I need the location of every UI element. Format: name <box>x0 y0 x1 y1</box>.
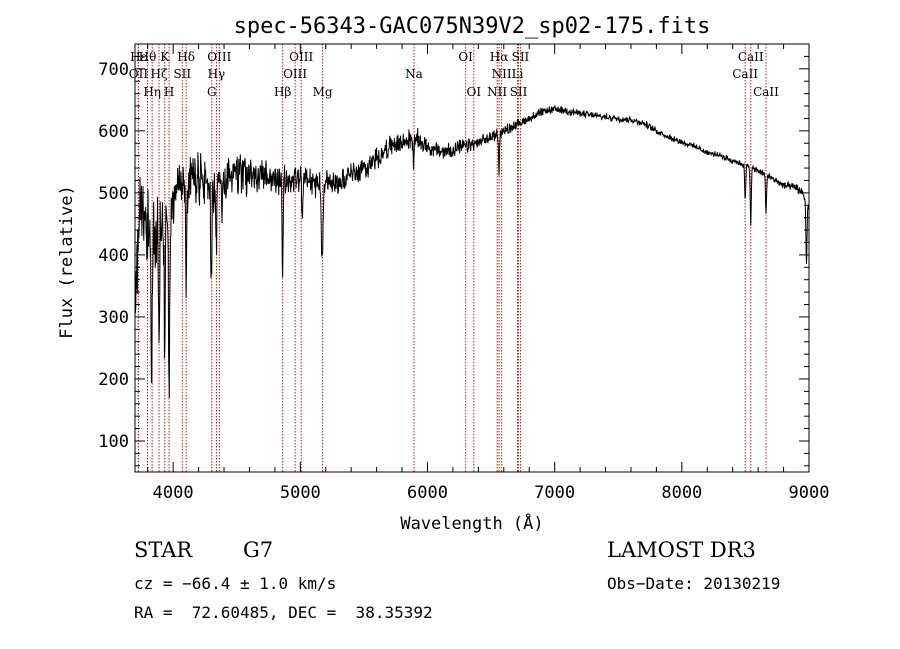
coordinates-text: RA = 72.60485, DEC = 38.35392 <box>134 603 433 622</box>
line-label: CaII <box>732 67 758 81</box>
x-tick-label: 5000 <box>280 483 321 503</box>
line-label: Hα <box>490 50 509 64</box>
line-label: Li <box>512 67 524 81</box>
line-label: G <box>207 85 217 99</box>
line-label: NII <box>487 85 507 99</box>
redshift-text: cz = −66.4 ± 1.0 km/s <box>134 574 337 593</box>
line-label: Hγ <box>208 67 226 81</box>
x-tick-label: 7000 <box>534 483 575 503</box>
y-tick-label: 400 <box>98 246 129 266</box>
line-label: CaII <box>738 50 764 64</box>
y-axis-label: Flux (relative) <box>57 185 77 339</box>
chart-title: spec-56343-GAC075N39V2_sp02-175.fits <box>234 14 711 39</box>
survey-name: LAMOST DR3 <box>607 538 756 562</box>
line-label: Hδ <box>177 50 195 64</box>
line-label: OII <box>129 67 149 81</box>
y-tick-label: 700 <box>98 60 129 80</box>
line-label: SII <box>510 85 528 99</box>
line-label: Hζ <box>151 67 168 81</box>
line-label: Hη <box>143 85 161 99</box>
line-label: Hε <box>130 50 147 64</box>
y-tick-label: 600 <box>98 122 129 142</box>
line-label: Hθ <box>139 50 157 64</box>
y-tick-label: 500 <box>98 184 129 204</box>
line-label: OIII <box>289 50 313 64</box>
y-tick-label: 100 <box>98 432 129 452</box>
line-label: OIII <box>283 67 307 81</box>
x-tick-label: 4000 <box>153 483 194 503</box>
obs-date-text: Obs−Date: 20130219 <box>607 574 781 593</box>
x-tick-label: 8000 <box>661 483 702 503</box>
plot-area: 4000 5000 6000 7000 8000 9000 100 200 300 400 500 6… <box>98 43 830 503</box>
line-label: OIII <box>207 50 231 64</box>
plot-frame <box>134 43 810 473</box>
object-class: STAR <box>134 538 193 562</box>
x-axis-label: Wavelength (Å) <box>400 512 543 534</box>
line-label: Hβ <box>274 85 291 99</box>
line-label: NII <box>492 67 512 81</box>
x-tick-label: 6000 <box>407 483 448 503</box>
line-label: Mg <box>313 85 333 99</box>
spectrum-line <box>134 105 810 399</box>
line-label: H <box>164 85 174 99</box>
line-label: CaII <box>753 85 779 99</box>
y-tick-label: 300 <box>98 308 129 328</box>
line-label: OI <box>466 85 481 99</box>
line-label: OI <box>458 50 473 64</box>
line-label: SII <box>173 67 191 81</box>
object-subclass: G7 <box>243 538 274 562</box>
line-label: Na <box>405 67 423 81</box>
x-tick-label: 9000 <box>789 483 830 503</box>
y-tick-label: 200 <box>98 370 129 390</box>
line-label: SII <box>512 50 530 64</box>
line-label: K <box>160 50 170 64</box>
